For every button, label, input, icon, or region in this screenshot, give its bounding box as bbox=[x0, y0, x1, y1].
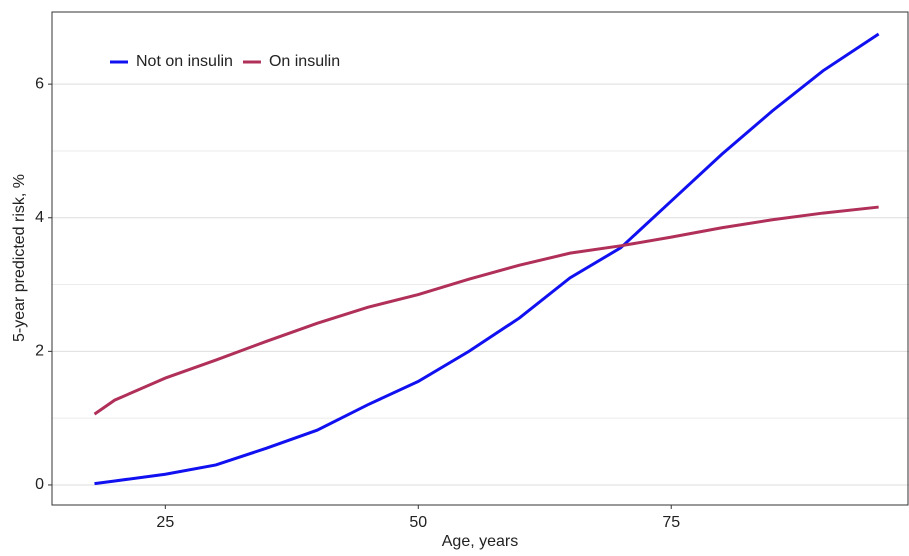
legend-label: On insulin bbox=[269, 53, 340, 70]
y-tick-label: 4 bbox=[35, 209, 44, 226]
plot-border bbox=[51, 11, 909, 506]
line bbox=[94, 32, 880, 486]
y-tick-label: 6 bbox=[35, 75, 44, 92]
y-tick-label: 0 bbox=[35, 476, 44, 493]
y-tick-label: 2 bbox=[35, 343, 44, 360]
x-tick-label: 25 bbox=[156, 514, 174, 531]
y-axis-label: 5-year predicted risk, % bbox=[11, 174, 28, 342]
x-tick-label: 75 bbox=[662, 514, 680, 531]
x-axis-label: Age, years bbox=[442, 533, 518, 550]
line bbox=[93, 205, 879, 416]
legend-label: Not on insulin bbox=[136, 53, 233, 70]
x-tick-label: 50 bbox=[409, 514, 427, 531]
